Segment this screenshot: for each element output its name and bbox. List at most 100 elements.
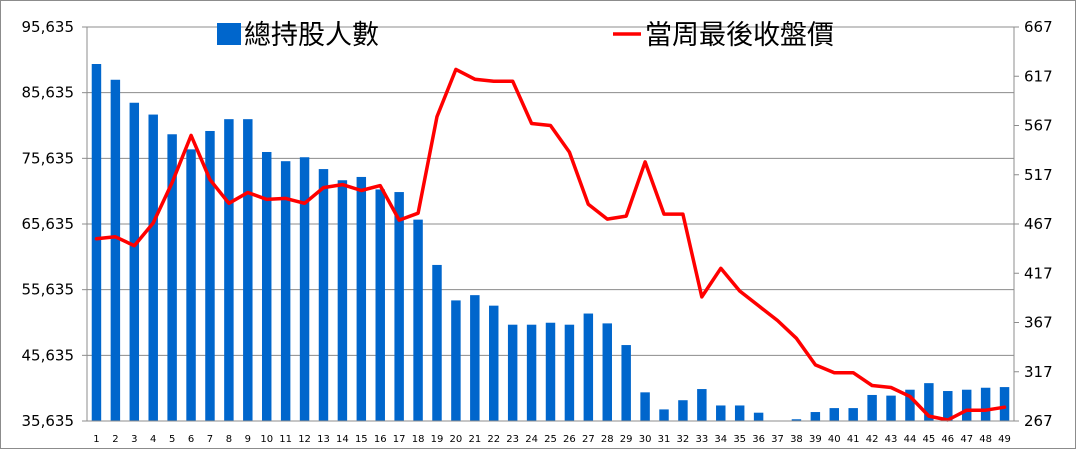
bar xyxy=(867,394,877,421)
x-tick-label: 41 xyxy=(847,434,860,445)
x-tick-label: 24 xyxy=(525,434,538,445)
legend-bar-swatch xyxy=(217,23,241,45)
x-tick-label: 32 xyxy=(677,434,690,445)
x-tick-label: 4 xyxy=(150,434,156,445)
bar xyxy=(356,176,367,421)
bar xyxy=(261,151,272,421)
bar xyxy=(507,324,518,421)
x-tick-label: 39 xyxy=(809,434,822,445)
bar xyxy=(545,322,556,421)
x-tick-label: 38 xyxy=(790,434,803,445)
left-tick-label: 95,635 xyxy=(22,18,75,36)
left-tick-label: 35,635 xyxy=(22,412,75,430)
x-tick-label: 25 xyxy=(544,434,557,445)
bar xyxy=(318,169,329,421)
x-tick-label: 26 xyxy=(563,434,576,445)
bar xyxy=(753,412,764,421)
grid-lines xyxy=(87,26,1014,356)
right-tick-label: 317 xyxy=(1024,363,1053,381)
left-tick-label: 55,635 xyxy=(22,281,75,299)
x-tick-label: 49 xyxy=(998,434,1011,445)
bar xyxy=(905,389,915,421)
x-tick-label: 18 xyxy=(412,434,425,445)
x-tick-label: 10 xyxy=(260,434,273,445)
bar xyxy=(810,412,821,421)
x-tick-label: 30 xyxy=(639,434,652,445)
right-axis-ticks: 267 317 367 417 467 517 567 617 667 xyxy=(1014,18,1053,430)
bar xyxy=(602,323,612,421)
bar xyxy=(640,392,650,421)
x-tick-label: 43 xyxy=(885,434,898,445)
x-tick-label: 40 xyxy=(828,434,841,445)
bar xyxy=(375,189,385,421)
x-tick-label: 47 xyxy=(960,434,973,445)
x-tick-label: 46 xyxy=(941,434,954,445)
left-tick-label: 75,635 xyxy=(22,149,75,167)
bar xyxy=(734,405,745,421)
bar xyxy=(526,324,537,421)
bar xyxy=(678,400,688,421)
x-tick-label: 12 xyxy=(298,434,311,445)
bar xyxy=(337,180,348,421)
bar xyxy=(91,64,102,421)
x-tick-label: 35 xyxy=(733,434,746,445)
legend-bar-label: 總持股人數 xyxy=(244,20,379,51)
right-tick-label: 417 xyxy=(1024,264,1053,282)
x-tick-label: 23 xyxy=(506,434,519,445)
bar xyxy=(697,389,707,421)
x-tick-label: 45 xyxy=(923,434,936,445)
bar xyxy=(716,405,726,421)
right-tick-label: 667 xyxy=(1024,18,1053,36)
left-tick-label: 85,635 xyxy=(22,84,75,102)
bar xyxy=(299,157,310,422)
bar xyxy=(413,219,423,421)
bar xyxy=(943,391,953,421)
bar xyxy=(791,419,802,421)
x-tick-label: 27 xyxy=(582,434,595,445)
right-tick-label: 367 xyxy=(1024,314,1053,332)
x-tick-label: 9 xyxy=(245,434,251,445)
x-tick-label: 16 xyxy=(374,434,387,445)
x-tick-label: 36 xyxy=(752,434,765,445)
right-tick-label: 267 xyxy=(1024,412,1053,430)
bar xyxy=(243,119,253,421)
bar xyxy=(489,305,499,421)
bar xyxy=(659,409,669,421)
bar xyxy=(924,383,934,421)
x-tick-label: 33 xyxy=(695,434,708,445)
x-tick-label: 22 xyxy=(487,434,500,445)
bar xyxy=(148,114,158,421)
bar xyxy=(583,313,594,421)
legend: 總持股人數 當周最後收盤價 xyxy=(217,20,834,51)
left-tick-label: 65,635 xyxy=(22,215,75,233)
x-tick-label: 17 xyxy=(393,434,406,445)
x-tick-label: 42 xyxy=(866,434,879,445)
left-axis-ticks: 35,635 45,635 55,635 65,635 75,635 85,635 95,6… xyxy=(22,18,87,430)
bar xyxy=(280,161,291,422)
bar xyxy=(110,79,121,421)
bar xyxy=(621,345,631,421)
right-tick-label: 517 xyxy=(1024,166,1053,184)
x-tick-label: 34 xyxy=(714,434,727,445)
bar xyxy=(829,408,840,421)
bar xyxy=(961,389,972,421)
bar xyxy=(980,387,991,421)
x-tick-label: 5 xyxy=(169,434,175,445)
x-tick-label: 48 xyxy=(979,434,992,445)
bar xyxy=(394,192,404,421)
x-tick-label: 21 xyxy=(468,434,481,445)
x-axis-ticks: 1 2 3 4 5 6 7 8 9 10 11 12 13 14 15 16 17 18 19 20 21 22 23 24 2… xyxy=(93,434,1011,445)
bar xyxy=(186,149,196,422)
bar xyxy=(167,134,177,422)
right-tick-label: 467 xyxy=(1024,215,1053,233)
x-tick-label: 6 xyxy=(188,434,194,445)
x-tick-label: 28 xyxy=(601,434,614,445)
x-tick-label: 11 xyxy=(279,434,292,445)
price-line xyxy=(94,67,1007,422)
right-tick-label: 617 xyxy=(1024,67,1053,85)
x-tick-label: 37 xyxy=(771,434,784,445)
bar xyxy=(470,295,480,421)
x-tick-label: 8 xyxy=(226,434,232,445)
